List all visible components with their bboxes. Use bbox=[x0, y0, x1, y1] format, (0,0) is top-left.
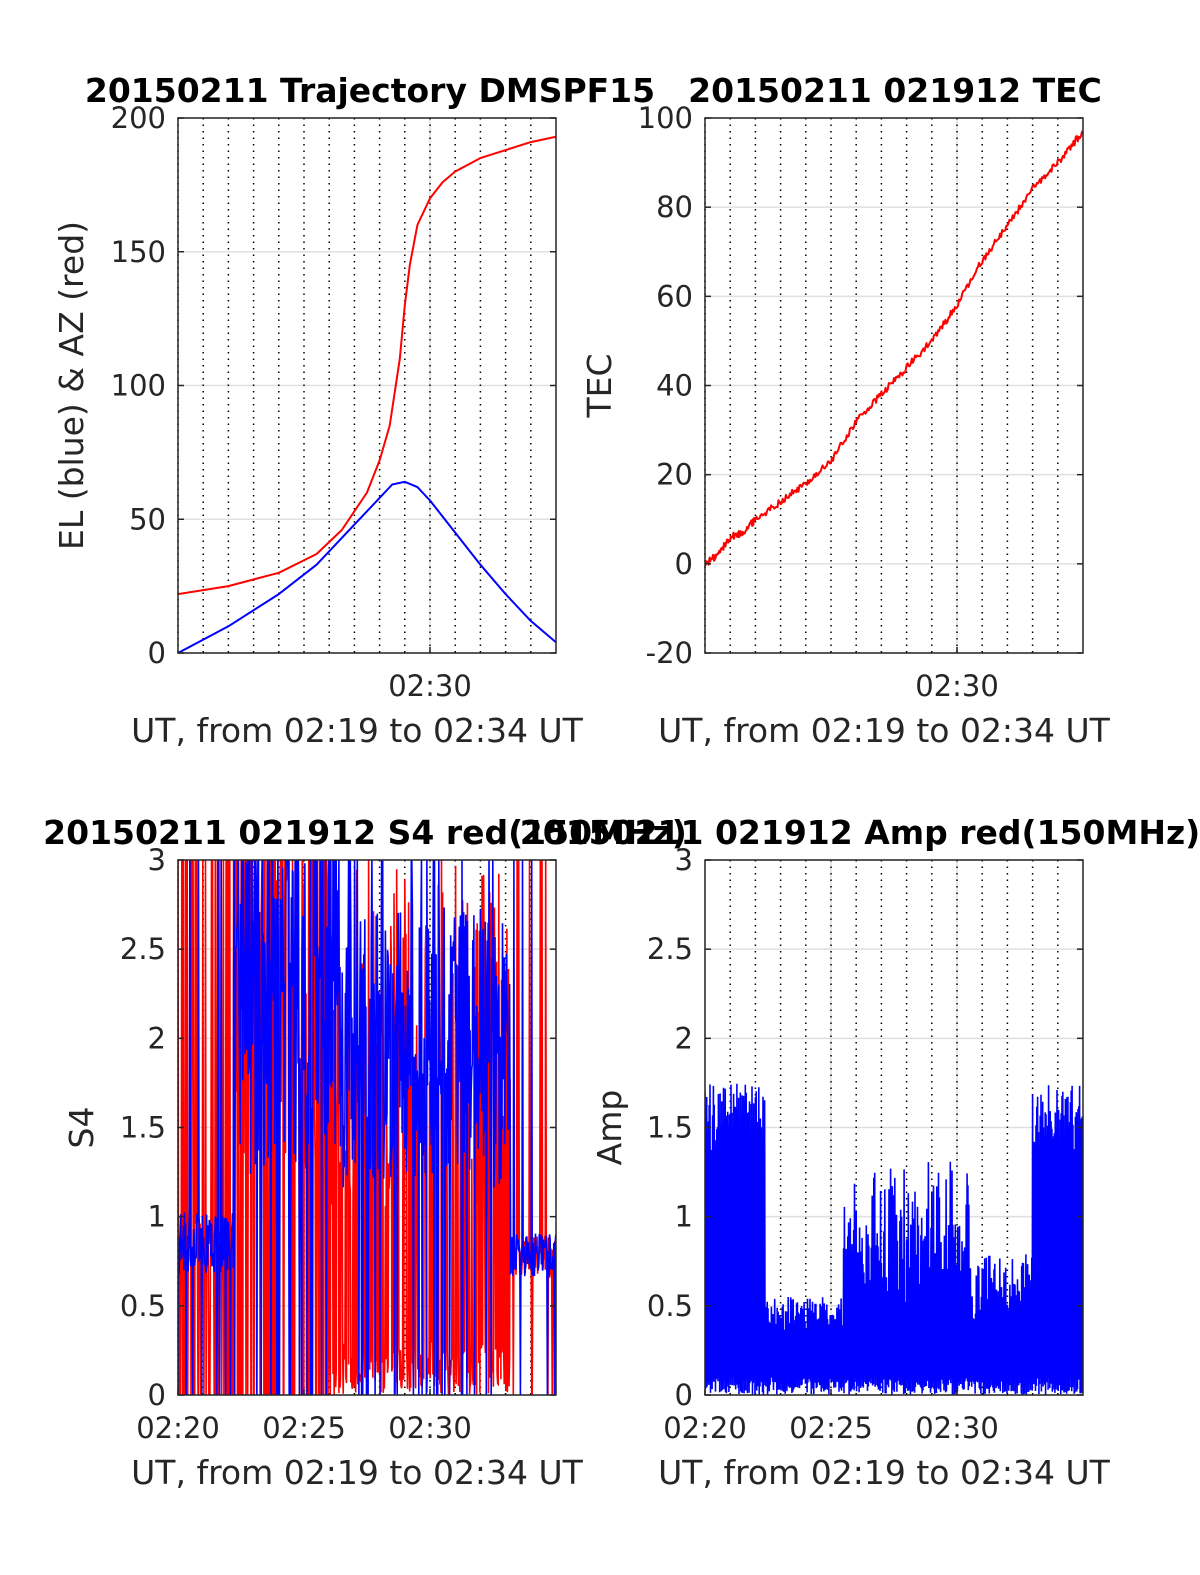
x-tick-label: 02:30 bbox=[388, 1411, 472, 1445]
y-axis-label: TEC bbox=[580, 353, 619, 418]
y-tick-label: 2 bbox=[675, 1021, 693, 1055]
series-line-2 bbox=[178, 860, 556, 1395]
x-tick-label: 02:30 bbox=[388, 669, 472, 703]
y-axis-label: EL (blue) & AZ (red) bbox=[52, 221, 91, 550]
y-tick-label: 2.5 bbox=[647, 932, 693, 966]
chart-title: 20150211 021912 TEC bbox=[688, 71, 1102, 110]
series-line-1 bbox=[178, 480, 556, 653]
x-tick-label: 02:20 bbox=[136, 1411, 220, 1445]
y-tick-label: 80 bbox=[656, 190, 693, 224]
chart-title: 20150211 021912 S4 red(150MHz) bbox=[43, 813, 687, 852]
y-tick-label: 1 bbox=[148, 1200, 166, 1234]
y-tick-label: 40 bbox=[656, 369, 693, 403]
y-tick-label: -20 bbox=[646, 636, 693, 670]
x-tick-label: 02:30 bbox=[915, 1411, 999, 1445]
x-axis-label: UT, from 02:19 to 02:34 UT bbox=[131, 1453, 584, 1492]
x-tick-label: 02:20 bbox=[663, 1411, 747, 1445]
chart-title: 20150211 Trajectory DMSPF15 bbox=[85, 71, 655, 110]
y-tick-label: 1 bbox=[675, 1200, 693, 1234]
chart-4: 0 0.5 1 1.5 2 2.5 3 02:20 02:25 02:30 20150211 021… bbox=[520, 813, 1200, 1492]
x-tick-label: 02:25 bbox=[262, 1411, 346, 1445]
y-tick-label: 0 bbox=[675, 547, 693, 581]
x-axis-label: UT, from 02:19 to 02:34 UT bbox=[131, 711, 584, 750]
y-axis-label: S4 bbox=[62, 1107, 101, 1149]
y-tick-label: 100 bbox=[111, 369, 166, 403]
chart-2: -20 0 20 40 60 80 100 02:30 20150211 021912 TEC U… bbox=[580, 71, 1111, 750]
y-tick-label: 0.5 bbox=[120, 1289, 166, 1323]
y-axis-label: Amp bbox=[590, 1090, 629, 1166]
y-tick-label: 50 bbox=[129, 502, 166, 536]
plot-lines bbox=[178, 860, 556, 1395]
x-tick-label: 02:30 bbox=[915, 669, 999, 703]
y-tick-label: 1.5 bbox=[647, 1111, 693, 1145]
y-tick-label: 150 bbox=[111, 235, 166, 269]
y-tick-label: 2.5 bbox=[120, 932, 166, 966]
chart-3: 0 0.5 1 1.5 2 2.5 3 02:20 02:25 02:30 20150211 021… bbox=[43, 813, 687, 1492]
chart-1: 0 50 100 150 200 02:30 20150211 Trajectory DMS… bbox=[52, 71, 655, 750]
y-tick-label: 0 bbox=[148, 1378, 166, 1412]
y-tick-label: 0 bbox=[148, 636, 166, 670]
y-tick-label: 60 bbox=[656, 279, 693, 313]
plot-lines bbox=[705, 130, 1083, 567]
y-tick-label: 2 bbox=[148, 1021, 166, 1055]
y-tick-label: 0 bbox=[675, 1378, 693, 1412]
series-line-2 bbox=[178, 135, 556, 596]
x-axis-label: UT, from 02:19 to 02:34 UT bbox=[658, 711, 1111, 750]
series-line-1 bbox=[705, 130, 1083, 567]
chart-title: 20150211 021912 Amp red(150MHz) bbox=[520, 813, 1200, 852]
x-axis-label: UT, from 02:19 to 02:34 UT bbox=[658, 1453, 1111, 1492]
series-line-1 bbox=[705, 1083, 1083, 1395]
y-tick-label: 200 bbox=[111, 101, 166, 135]
x-tick-label: 02:25 bbox=[789, 1411, 873, 1445]
y-tick-label: 0.5 bbox=[647, 1289, 693, 1323]
y-tick-label: 3 bbox=[675, 843, 693, 877]
y-tick-label: 20 bbox=[656, 458, 693, 492]
plot-lines bbox=[705, 1083, 1083, 1395]
y-tick-label: 100 bbox=[638, 101, 693, 135]
plot-lines bbox=[178, 135, 556, 653]
y-tick-label: 3 bbox=[148, 843, 166, 877]
y-tick-label: 1.5 bbox=[120, 1111, 166, 1145]
